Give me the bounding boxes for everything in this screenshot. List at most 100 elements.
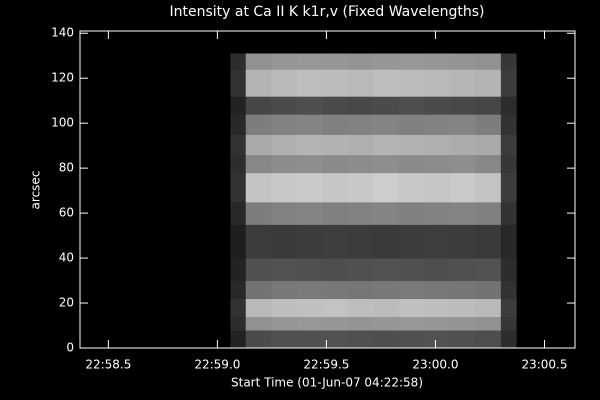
heatmap-cell [296,316,323,331]
heatmap-cell [398,154,425,174]
heatmap-cell [271,316,298,331]
y-axis-label: arcsec [29,171,43,210]
heatmap-cell [245,224,272,259]
heatmap-cell [245,53,272,70]
heatmap-cell [230,53,247,70]
heatmap-cell [230,316,247,331]
heatmap-cell [424,280,451,300]
heatmap-cell [373,224,400,259]
heatmap-cell [230,201,247,225]
y-tick-label: 140 [51,26,74,40]
heatmap-cell [424,316,451,331]
heatmap-cell [475,69,502,97]
heatmap-cell [475,258,502,282]
heatmap-cell [500,96,517,115]
heatmap-cell [373,330,400,349]
heatmap-cell [449,114,476,135]
heatmap-cell [230,280,247,300]
heatmap-cell [475,298,502,318]
heatmap-cell [500,224,517,259]
heatmap-cell [500,258,517,282]
heatmap-cell [322,134,349,156]
heatmap-cell [500,134,517,156]
heatmap-cell [296,114,323,135]
heatmap-cell [230,154,247,174]
heatmap-cell [245,69,272,97]
heatmap-cell [500,330,517,349]
heatmap-cell [475,96,502,115]
heatmap-cell [398,172,425,203]
heatmap-cell [322,298,349,318]
heatmap-cell [475,201,502,225]
heatmap-cell [322,330,349,349]
heatmap-cell [296,134,323,156]
heatmap-cell [347,172,374,203]
heatmap-cell [322,53,349,70]
heatmap-cell [373,316,400,331]
heatmap-cell [296,69,323,97]
heatmap-cell [398,134,425,156]
heatmap-cell [398,69,425,97]
y-tick-label: 0 [66,341,74,355]
heatmap-cell [230,172,247,203]
chart-title: Intensity at Ca II K k1r,v (Fixed Wavele… [170,4,485,20]
heatmap-cell [271,330,298,349]
heatmap-cell [271,172,298,203]
heatmap-cell [424,258,451,282]
heatmap-cell [424,96,451,115]
heatmap-cell [475,134,502,156]
heatmap-cell [230,96,247,115]
heatmap-cell [271,298,298,318]
heatmap-cell [322,258,349,282]
heatmap-cell [347,280,374,300]
heatmap-cell [475,114,502,135]
heatmap-cell [398,96,425,115]
heatmap-cell [271,69,298,97]
y-tick-label: 60 [59,206,74,220]
heatmap-cell [424,298,451,318]
heatmap-cell [296,298,323,318]
heatmap-cell [373,201,400,225]
heatmap-cell [398,258,425,282]
y-tick-label: 120 [51,71,74,85]
heatmap-cell [322,224,349,259]
heatmap-cell [373,134,400,156]
heatmap-cell [449,330,476,349]
heatmap-cell [296,96,323,115]
heatmap-cell [500,69,517,97]
heatmap-cell [500,201,517,225]
heatmap-cell [373,69,400,97]
heatmap-cell [245,172,272,203]
heatmap-cell [347,53,374,70]
heatmap-cell [245,316,272,331]
heatmap-cell [424,330,451,349]
heatmap-cell [296,330,323,349]
heatmap-cell [500,316,517,331]
heatmap-cell [449,316,476,331]
heatmap-cell [398,53,425,70]
heatmap-cell [271,134,298,156]
heatmap-cell [245,114,272,135]
heatmap-cell [296,224,323,259]
heatmap-cell [271,53,298,70]
heatmap-cell [449,134,476,156]
heatmap-cell [373,298,400,318]
heatmap-cell [449,53,476,70]
heatmap-cell [424,224,451,259]
heatmap-cell [347,224,374,259]
heatmap-cell [230,330,247,349]
heatmap-cell [322,154,349,174]
heatmap-cell [245,134,272,156]
heatmap-cell [230,134,247,156]
heatmap-cell [245,298,272,318]
heatmap-cell [296,280,323,300]
heatmap-cell [296,201,323,225]
x-tick-label: 23:00.5 [521,358,567,372]
heatmap-cell [347,298,374,318]
heatmap-cell [500,298,517,318]
heatmap-cell [449,280,476,300]
heatmap-cell [398,330,425,349]
heatmap-cell [500,53,517,70]
